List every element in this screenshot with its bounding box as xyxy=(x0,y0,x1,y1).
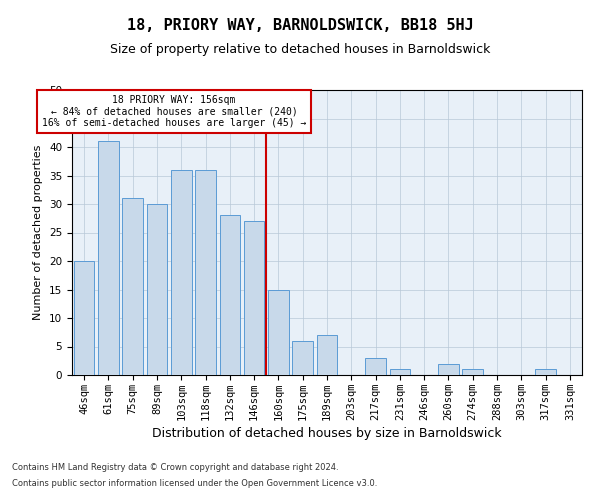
Text: Contains public sector information licensed under the Open Government Licence v3: Contains public sector information licen… xyxy=(12,478,377,488)
Text: Size of property relative to detached houses in Barnoldswick: Size of property relative to detached ho… xyxy=(110,42,490,56)
Bar xyxy=(171,170,191,375)
Bar xyxy=(122,198,143,375)
Bar xyxy=(389,370,410,375)
Bar xyxy=(244,221,265,375)
Bar xyxy=(438,364,459,375)
Bar xyxy=(268,290,289,375)
Bar xyxy=(98,142,119,375)
Bar xyxy=(195,170,216,375)
Text: 18, PRIORY WAY, BARNOLDSWICK, BB18 5HJ: 18, PRIORY WAY, BARNOLDSWICK, BB18 5HJ xyxy=(127,18,473,32)
Bar xyxy=(463,370,483,375)
Bar xyxy=(146,204,167,375)
Bar xyxy=(535,370,556,375)
Y-axis label: Number of detached properties: Number of detached properties xyxy=(34,145,43,320)
X-axis label: Distribution of detached houses by size in Barnoldswick: Distribution of detached houses by size … xyxy=(152,427,502,440)
Bar xyxy=(365,358,386,375)
Text: 18 PRIORY WAY: 156sqm
← 84% of detached houses are smaller (240)
16% of semi-det: 18 PRIORY WAY: 156sqm ← 84% of detached … xyxy=(42,94,306,128)
Text: Contains HM Land Registry data © Crown copyright and database right 2024.: Contains HM Land Registry data © Crown c… xyxy=(12,464,338,472)
Bar xyxy=(292,341,313,375)
Bar xyxy=(74,261,94,375)
Bar xyxy=(317,335,337,375)
Bar xyxy=(220,216,240,375)
